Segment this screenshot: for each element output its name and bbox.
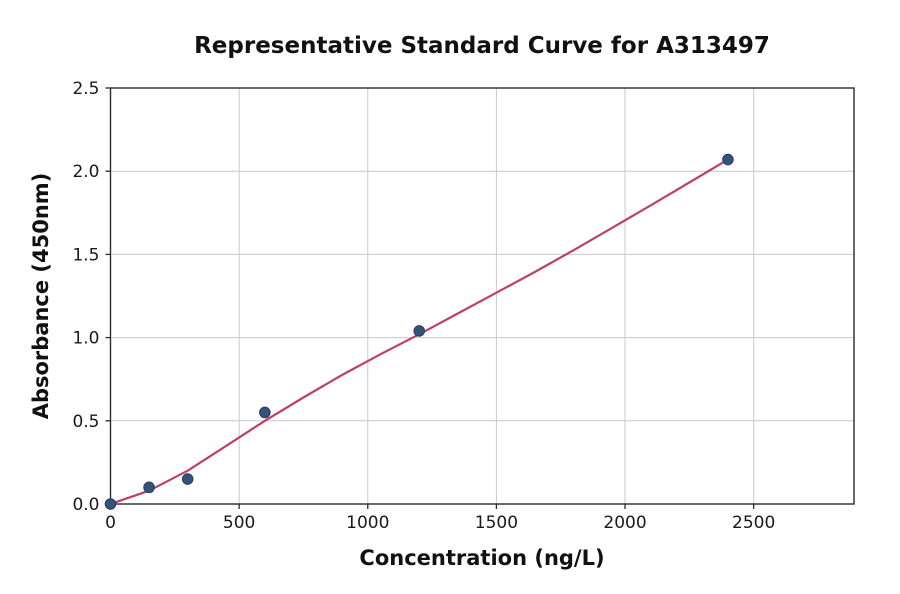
y-tick-label: 1.0 <box>72 329 99 349</box>
x-tick-label: 500 <box>223 513 255 533</box>
data-point <box>413 325 426 337</box>
y-tick-label: 0.5 <box>72 412 99 432</box>
y-tick-label: 2.5 <box>72 79 99 99</box>
data-point <box>181 473 194 485</box>
y-axis-label: Absorbance (450nm) <box>29 172 53 420</box>
y-tick-label: 0.0 <box>72 495 99 515</box>
chart-title: Representative Standard Curve for A31349… <box>194 33 770 59</box>
data-point <box>722 153 734 166</box>
x-tick-label: 1500 <box>475 513 518 533</box>
plot-frame <box>109 87 855 505</box>
x-tick-label: 2000 <box>603 513 646 533</box>
x-tick-label: 0 <box>105 513 116 533</box>
y-tick-label: 2.0 <box>72 162 99 182</box>
x-tick-label: 2500 <box>732 513 775 533</box>
x-axis-label: Concentration (ng/L) <box>359 546 605 570</box>
y-tick-label: 1.5 <box>72 245 99 265</box>
data-point <box>143 481 155 494</box>
data-point <box>104 498 117 510</box>
x-tick-label: 1000 <box>346 513 389 533</box>
data-point <box>259 406 271 419</box>
